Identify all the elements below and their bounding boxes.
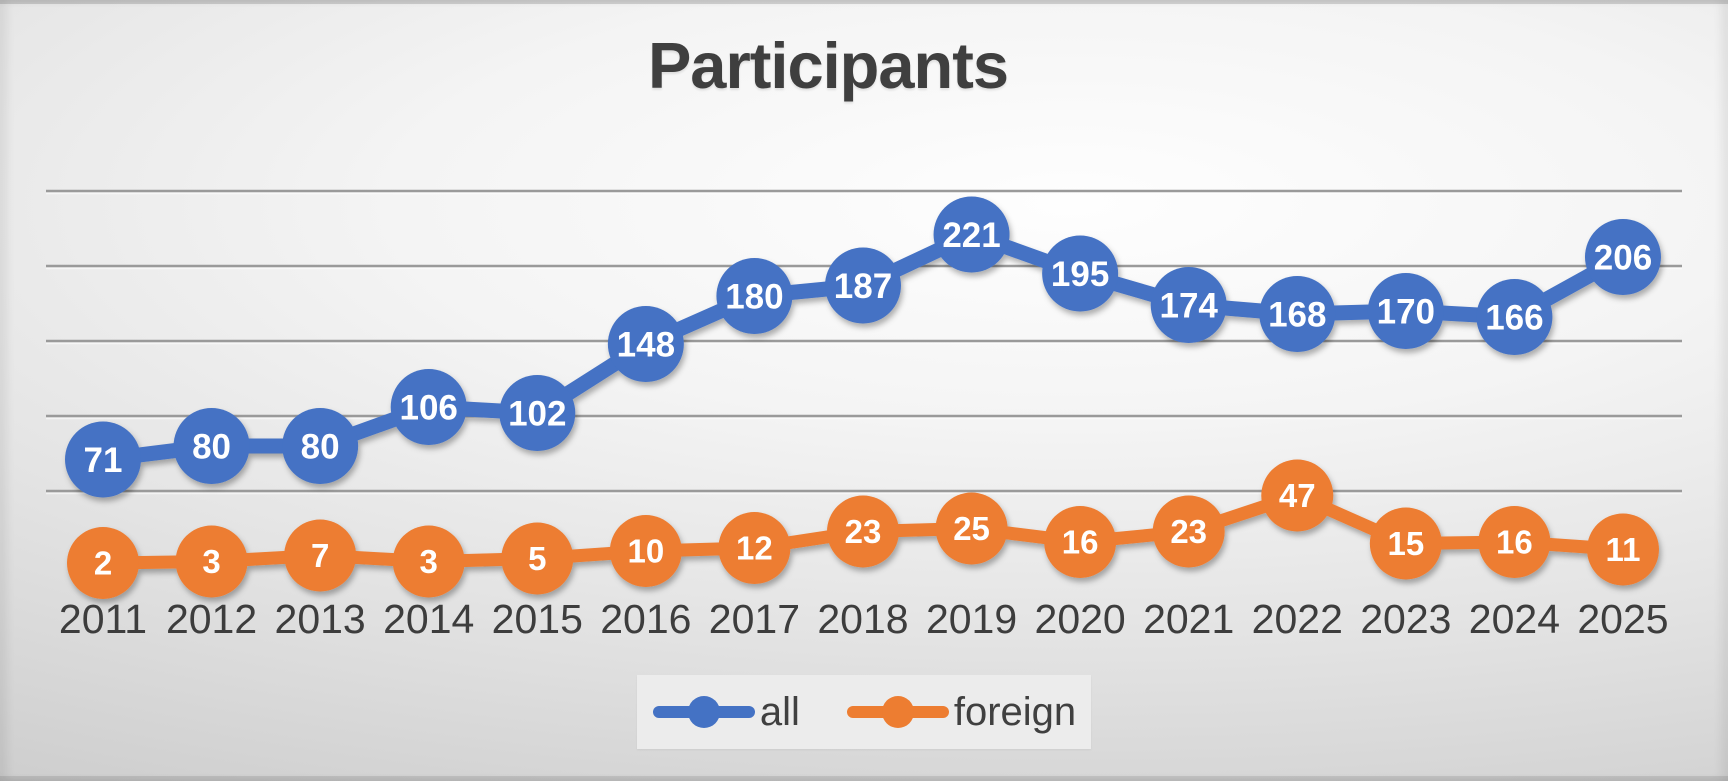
data-label-foreign: 23 (845, 513, 882, 550)
data-label-foreign: 47 (1279, 477, 1316, 514)
data-label-all: 148 (617, 325, 675, 364)
data-point-marker-foreign (609, 515, 682, 587)
data-point-marker-foreign (501, 522, 574, 595)
data-point-marker-all (1259, 276, 1336, 352)
data-point-marker-foreign (1152, 495, 1225, 568)
data-point-marker-foreign (935, 492, 1008, 565)
legend-label-all: all (759, 690, 800, 734)
x-axis-tick-label: 2016 (600, 596, 691, 642)
data-label-foreign: 12 (736, 530, 773, 567)
data-point-marker-all (173, 408, 250, 484)
data-label-all: 71 (84, 441, 123, 480)
x-axis-tick-label: 2015 (492, 596, 583, 642)
data-label-all: 180 (725, 277, 783, 316)
x-axis-tick-label: 2012 (166, 596, 257, 642)
data-point-marker-foreign (392, 525, 465, 598)
data-point-marker-foreign (1478, 506, 1551, 578)
legend-marker-foreign-icon (846, 696, 949, 728)
data-label-foreign: 16 (1062, 524, 1099, 561)
data-point-marker-foreign (718, 512, 791, 584)
chart-title: Participants (647, 29, 1009, 102)
data-label-all: 106 (400, 388, 458, 427)
data-label-all: 170 (1377, 292, 1435, 331)
data-label-foreign: 11 (1606, 531, 1641, 568)
data-point-marker-all (1150, 267, 1227, 343)
legend-item-all: all (652, 692, 800, 732)
x-axis-tick-label: 2021 (1143, 596, 1234, 642)
data-point-marker-foreign (1586, 513, 1659, 586)
data-label-all: 187 (834, 267, 892, 306)
x-axis-tick-label: 2019 (926, 596, 1017, 642)
legend-label-foreign: foreign (953, 690, 1077, 734)
data-point-marker-all (716, 258, 793, 334)
x-axis-tick-label: 2013 (275, 596, 366, 642)
data-label-foreign: 16 (1496, 524, 1533, 561)
data-point-marker-all (1367, 273, 1444, 349)
data-label-foreign: 10 (627, 533, 664, 570)
data-point-marker-all (282, 408, 359, 484)
data-point-marker-foreign (1369, 507, 1442, 580)
x-axis-tick-label: 2025 (1577, 596, 1668, 642)
x-axis-tick-label: 2024 (1469, 596, 1560, 642)
data-point-marker-all (65, 421, 141, 498)
data-point-marker-foreign (284, 519, 357, 592)
x-axis-tick-label: 2023 (1360, 596, 1451, 642)
data-label-foreign: 25 (953, 510, 990, 547)
data-point-marker-all (607, 306, 684, 382)
x-axis-tick-label: 2018 (817, 596, 908, 642)
data-label-all: 174 (1159, 286, 1218, 325)
data-label-all: 168 (1268, 295, 1326, 334)
x-axis-tick-label: 2011 (59, 596, 147, 642)
data-point-marker-foreign (175, 525, 248, 598)
data-label-foreign: 7 (311, 537, 329, 574)
chart-legend: all foreign (637, 675, 1091, 749)
data-label-foreign: 3 (420, 543, 438, 580)
series-all: 71 80 80 106 102 148 180 187 221 195 174 168 170 166 2… (65, 196, 1661, 498)
data-label-foreign: 5 (528, 540, 546, 577)
data-label-all: 102 (508, 394, 566, 433)
legend-marker-all-icon (652, 696, 755, 728)
data-label-foreign: 23 (1170, 513, 1207, 550)
data-point-marker-all (1476, 279, 1553, 355)
data-point-marker-foreign (826, 495, 899, 568)
data-point-marker-all (824, 247, 901, 324)
data-label-foreign: 3 (202, 543, 220, 580)
data-label-all: 80 (301, 427, 340, 466)
data-label-foreign: 2 (94, 545, 112, 582)
legend-item-foreign: foreign (846, 692, 1076, 732)
x-axis-tick-label: 2022 (1252, 596, 1343, 642)
x-axis-tick-label: 2017 (709, 596, 800, 642)
data-point-marker-all (1584, 219, 1661, 295)
data-point-marker-all (390, 369, 467, 445)
data-label-all: 80 (192, 427, 231, 466)
data-point-marker-foreign (1044, 506, 1117, 578)
data-point-marker-all (933, 196, 1010, 273)
x-axis-tick-label: 2020 (1035, 596, 1126, 642)
data-point-marker-all (1042, 235, 1119, 312)
data-point-marker-foreign (1261, 459, 1334, 532)
data-point-marker-foreign (67, 527, 139, 599)
data-point-marker-all (499, 375, 576, 451)
data-label-foreign: 15 (1387, 525, 1424, 562)
data-label-all: 221 (942, 216, 1000, 255)
x-axis-tick-label: 2014 (383, 596, 474, 642)
data-label-all: 195 (1051, 255, 1109, 294)
data-label-all: 206 (1594, 238, 1652, 277)
data-label-all: 166 (1485, 298, 1543, 337)
